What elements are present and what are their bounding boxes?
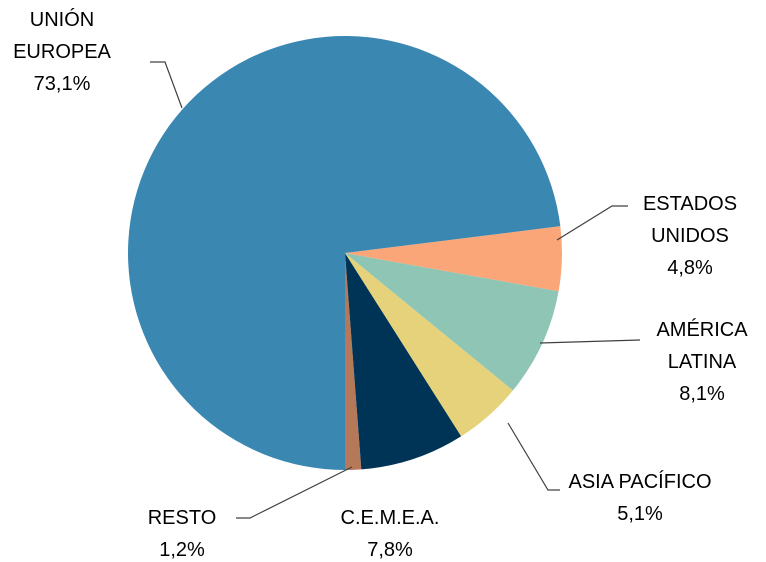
slice-label: ASIA PACÍFICO 5,1% [530, 466, 750, 530]
leader-line [507, 422, 560, 491]
slice-label: C.E.M.E.A. 7,8% [315, 502, 465, 562]
pie-slice [345, 253, 559, 391]
leader-line [150, 61, 183, 109]
value-label: 4,8% [667, 257, 713, 279]
category-label: ASIA PACÍFICO [568, 471, 712, 493]
slice-label: RESTO 1,2% [127, 502, 237, 562]
leader-line [539, 339, 641, 344]
slice-label: AMÉRICA LATINA 8,1% [637, 314, 766, 410]
slice-label: UNIÓN EUROPEA 73,1% [0, 4, 127, 100]
category-label: AMÉRICA LATINA [656, 319, 748, 373]
pie-slice [345, 253, 362, 470]
category-label: C.E.M.E.A. [340, 507, 440, 529]
value-label: 8,1% [679, 383, 725, 405]
value-label: 73,1% [33, 73, 91, 95]
slice-label: ESTADOS UNIDOS 4,8% [630, 188, 750, 284]
pie-slice [345, 253, 462, 470]
value-label: 7,8% [367, 539, 413, 561]
category-label: UNIÓN EUROPEA [13, 9, 111, 63]
pie-slice [127, 35, 561, 471]
leader-line [236, 466, 353, 519]
pie-slice [345, 226, 562, 292]
value-label: 1,2% [159, 539, 205, 561]
value-label: 5,1% [617, 503, 663, 525]
leader-lines [150, 61, 641, 519]
category-label: RESTO [147, 507, 217, 529]
leader-line [556, 205, 628, 241]
pie-slice [345, 253, 513, 437]
category-label: ESTADOS UNIDOS [642, 193, 738, 247]
